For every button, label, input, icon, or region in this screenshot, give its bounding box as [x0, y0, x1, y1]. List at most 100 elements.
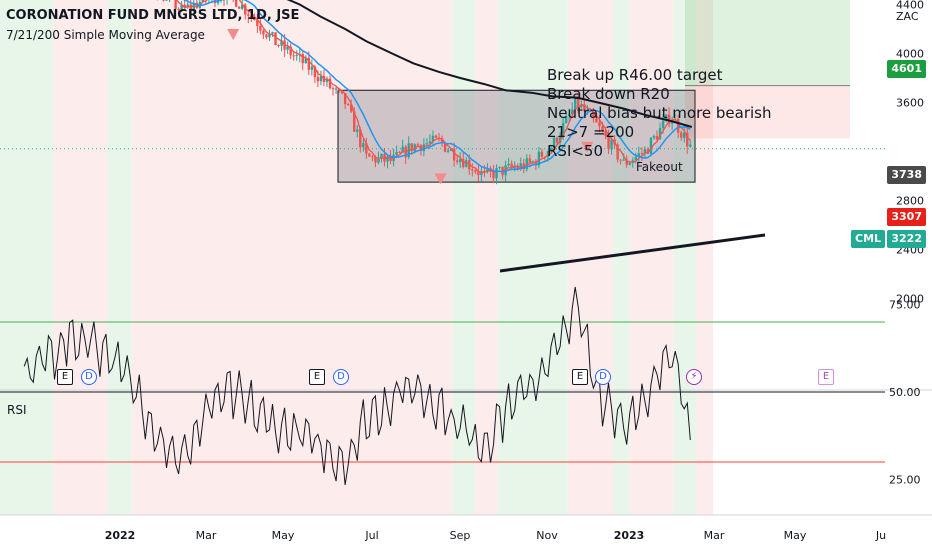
candle-body	[356, 129, 359, 132]
rsi-label[interactable]: RSI	[7, 403, 27, 417]
sma21-line	[183, 0, 691, 173]
candle-body	[628, 162, 631, 165]
sell-signal-marker	[434, 173, 447, 185]
candle-body	[540, 151, 544, 157]
candle-body	[465, 160, 468, 168]
rsi-tick-label: 50.00	[889, 386, 921, 399]
price-unit: ZAC	[896, 10, 919, 23]
dividend-event-icon[interactable]: D	[333, 369, 349, 385]
last-price-badge: 3222	[887, 230, 926, 248]
candle-body	[368, 153, 371, 157]
price-tick-label: 2000	[896, 293, 924, 306]
candle-body	[371, 156, 374, 158]
candle-body	[519, 163, 522, 169]
candle-body	[495, 167, 498, 179]
candle-body	[661, 120, 665, 129]
candle-body	[262, 30, 265, 35]
candle-body	[259, 25, 262, 31]
candle-body	[362, 143, 365, 148]
candle-body	[310, 66, 314, 70]
candle-body	[528, 158, 532, 163]
time-tick-label: 2022	[105, 529, 136, 542]
candle-body	[374, 156, 377, 163]
candle-body	[462, 159, 465, 168]
candle-body	[592, 111, 595, 119]
candle-body	[567, 114, 571, 116]
candle-body	[177, 9, 180, 11]
candle-body	[253, 16, 256, 21]
regime-band	[0, 0, 53, 515]
candle-body	[274, 32, 277, 46]
annotation-line: Neutral bias but more bearish	[547, 104, 772, 122]
regime-band	[475, 0, 499, 515]
indicator-label[interactable]: 7/21/200 Simple Moving Average	[6, 28, 205, 42]
candle-body	[595, 118, 598, 123]
earnings-event-icon[interactable]: E	[309, 369, 325, 385]
candle-body	[492, 171, 495, 179]
candle-body	[316, 77, 320, 82]
candle-body	[343, 93, 347, 105]
candle-body	[607, 135, 610, 150]
candle-body	[522, 163, 525, 170]
candle-body	[340, 90, 344, 94]
price-tick-label: 2800	[896, 195, 924, 208]
candle-body	[244, 4, 247, 15]
target-zone	[685, 0, 850, 86]
candle-body	[237, 6, 241, 9]
regime-band	[613, 0, 630, 515]
candle-body	[443, 143, 447, 152]
candle-body	[186, 4, 189, 8]
candle-body	[637, 153, 641, 157]
regime-band	[131, 0, 453, 515]
sell-signal-marker	[581, 141, 594, 153]
candle-body	[634, 156, 637, 161]
candle-body	[655, 136, 659, 140]
candle-body	[401, 146, 404, 153]
candle-body	[480, 171, 483, 176]
regime-band	[498, 0, 568, 515]
price-tick-label: 4000	[896, 48, 924, 61]
candle-body	[440, 138, 444, 144]
time-tick-label: Sep	[450, 529, 471, 542]
candle-body	[574, 97, 577, 110]
annotation-line: 21>7 =200	[547, 123, 635, 141]
target-price-badge: 4601	[887, 60, 926, 78]
earnings-event-icon[interactable]: E	[572, 369, 588, 385]
candle-body	[431, 135, 435, 142]
candle-body	[416, 144, 420, 146]
candle-body	[555, 137, 559, 143]
top-price-badge: 3738	[887, 166, 926, 184]
candle-body	[610, 139, 613, 150]
candle-body	[622, 159, 625, 161]
candle-body	[616, 144, 619, 160]
candle-body	[458, 159, 462, 163]
earnings-upcoming-icon[interactable]: E	[818, 369, 834, 385]
candle-body	[250, 15, 253, 17]
candle-body	[380, 153, 383, 158]
candle-body	[667, 114, 671, 124]
candle-body	[571, 109, 574, 115]
candle-body	[180, 4, 183, 10]
candle-body	[271, 32, 274, 34]
earnings-event-icon[interactable]: E	[57, 369, 73, 385]
candle-body	[434, 135, 438, 138]
candle-body	[425, 143, 429, 145]
time-tick-label: May	[784, 529, 807, 542]
candle-body	[686, 132, 689, 147]
fakeout-label: Fakeout	[636, 160, 683, 174]
candle-body	[234, 0, 238, 7]
price-tick-label: 3600	[896, 97, 924, 110]
candle-body	[510, 163, 513, 168]
sma7-line	[175, 0, 691, 173]
time-tick-label: Ju	[875, 529, 886, 542]
candle-body	[486, 168, 489, 172]
dividend-event-icon[interactable]: D	[595, 369, 611, 385]
candle-body	[165, 0, 168, 1]
split-event-icon[interactable]: ⚡	[686, 369, 702, 385]
dividend-event-icon[interactable]: D	[81, 369, 97, 385]
candle-body	[256, 20, 259, 26]
regime-band	[107, 0, 132, 515]
candle-body	[353, 111, 356, 132]
candle-body	[676, 118, 680, 133]
